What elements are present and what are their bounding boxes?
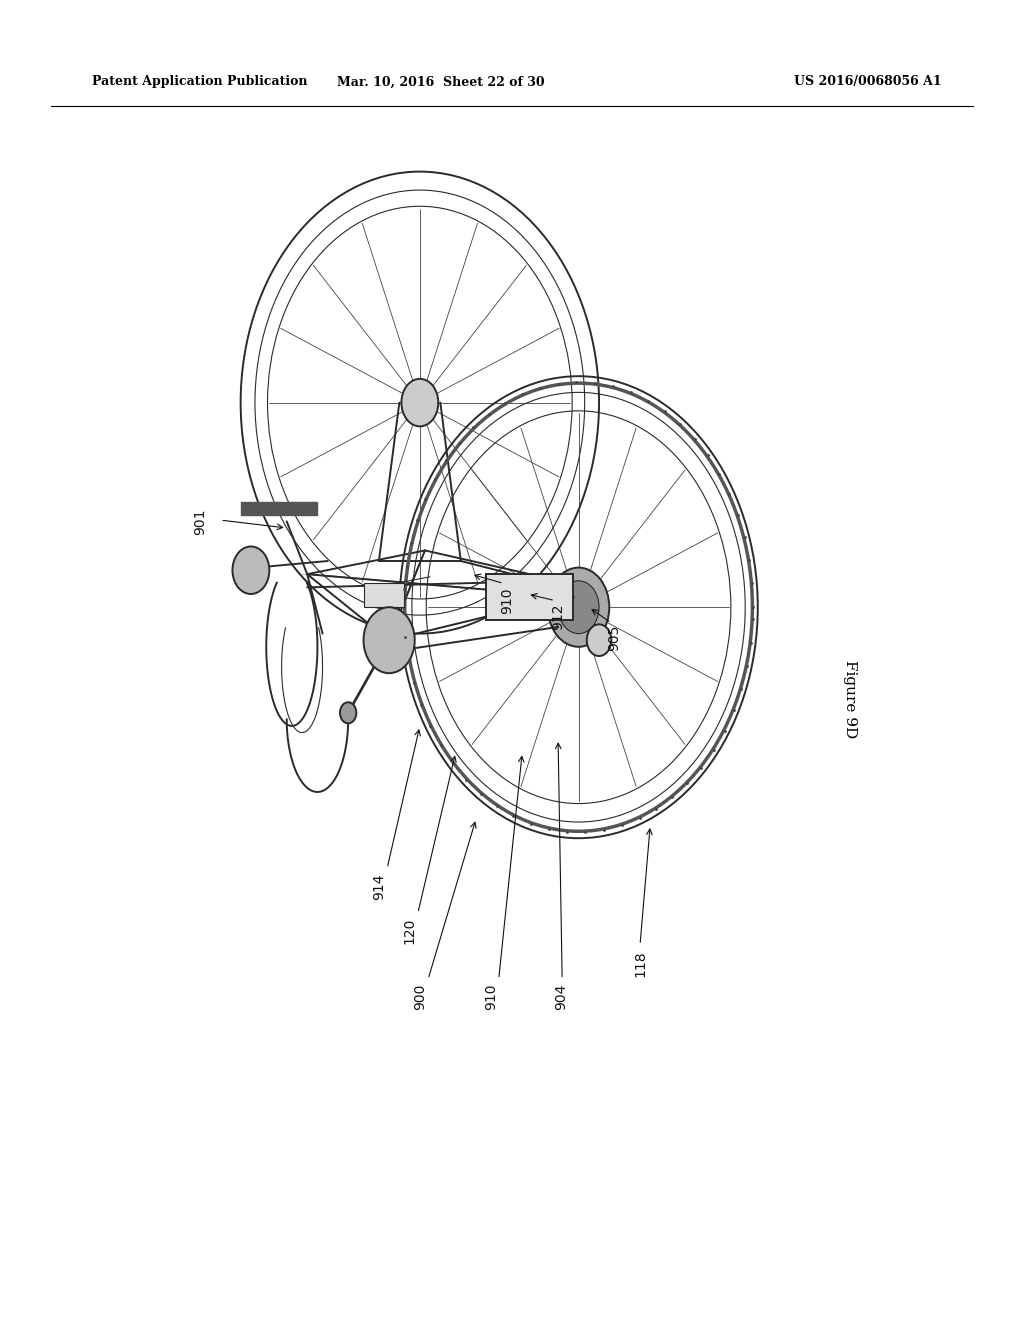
Text: 904: 904 [554, 983, 568, 1010]
Text: 905: 905 [607, 624, 622, 651]
Circle shape [548, 568, 609, 647]
Bar [486, 574, 573, 620]
Text: 120: 120 [402, 917, 417, 944]
Text: 914: 914 [372, 874, 386, 900]
Text: Patent Application Publication: Patent Application Publication [92, 75, 307, 88]
Text: 900: 900 [413, 983, 427, 1010]
Text: 910: 910 [500, 587, 514, 614]
Circle shape [558, 581, 599, 634]
Text: 901: 901 [193, 508, 207, 535]
Text: Figure 9D: Figure 9D [843, 660, 857, 739]
Text: 118: 118 [633, 950, 647, 977]
Text: Mar. 10, 2016  Sheet 22 of 30: Mar. 10, 2016 Sheet 22 of 30 [337, 75, 544, 88]
Circle shape [340, 702, 356, 723]
Text: US 2016/0068056 A1: US 2016/0068056 A1 [795, 75, 942, 88]
Circle shape [401, 379, 438, 426]
Circle shape [232, 546, 269, 594]
Text: 910: 910 [484, 983, 499, 1010]
Bar [364, 583, 404, 607]
Circle shape [364, 607, 415, 673]
Circle shape [587, 624, 611, 656]
Text: 912: 912 [551, 603, 565, 630]
